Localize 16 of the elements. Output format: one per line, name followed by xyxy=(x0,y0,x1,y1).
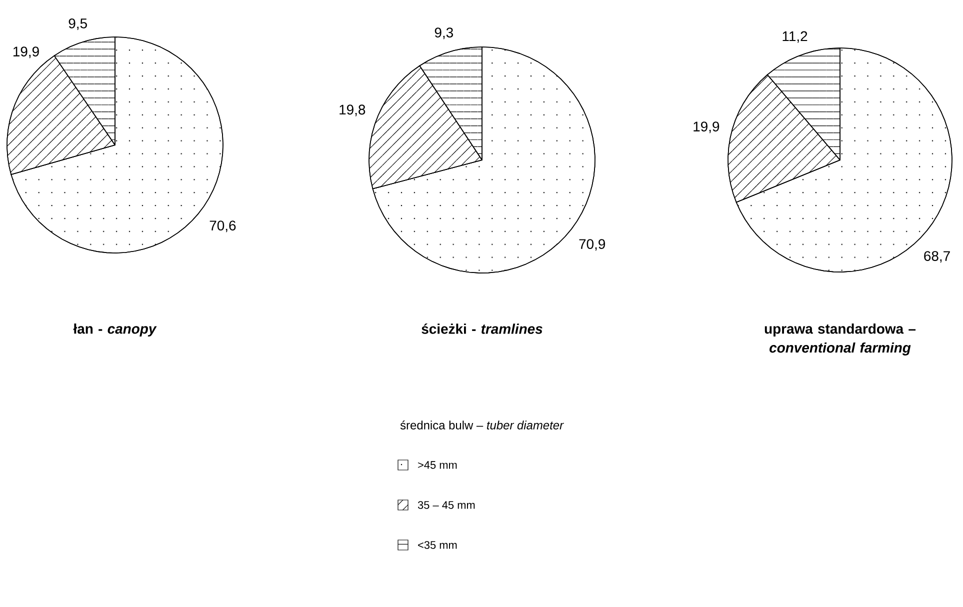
data-label: 70,6 xyxy=(210,220,236,232)
data-label: 70,9 xyxy=(579,239,606,251)
legend-title: średnica bulw – tuber diameter xyxy=(400,420,564,430)
legend-label: <35 mm xyxy=(418,541,457,549)
text: łan - canopy xyxy=(73,324,157,337)
data-label: 19,9 xyxy=(694,122,720,134)
data-label: 19,9 xyxy=(13,46,39,58)
legend-label: 35 – 45 mm xyxy=(418,501,475,509)
text: uprawa standardowa – conventional farming xyxy=(764,324,916,356)
text: ścieżki - tramlines xyxy=(422,324,542,334)
data-label: 68,7 xyxy=(924,251,950,263)
data-label: 9,3 xyxy=(434,28,454,40)
data-label: 19,8 xyxy=(340,104,366,116)
legend-label: >45 mm xyxy=(418,461,457,469)
data-label: 9,5 xyxy=(68,18,87,30)
data-label: 11,2 xyxy=(782,31,808,43)
